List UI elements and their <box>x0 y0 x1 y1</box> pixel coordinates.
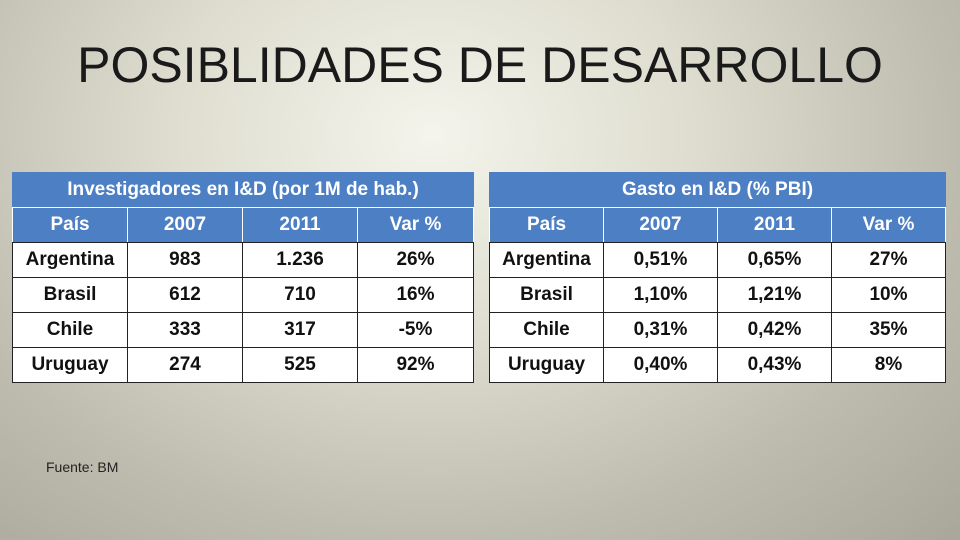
table-row: Chile 0,31% 0,42% 35% <box>489 312 947 348</box>
table-row: Uruguay 0,40% 0,43% 8% <box>489 347 947 383</box>
cell-2011: 1,21% <box>717 277 832 313</box>
column-header-country: País <box>12 207 128 243</box>
table-header-row: País 2007 2011 Var % <box>489 207 947 243</box>
cell-2011: 0,42% <box>717 312 832 348</box>
table-caption-row: Gasto en I&D (% PBI) <box>488 172 947 208</box>
cell-2011: 317 <box>242 312 358 348</box>
column-header-2007: 2007 <box>127 207 243 243</box>
column-header-2011: 2011 <box>242 207 358 243</box>
cell-2011: 1.236 <box>242 242 358 278</box>
cell-var: 27% <box>830 242 947 278</box>
table-row: Chile 333 317 -5% <box>12 312 474 348</box>
cell-2007: 1,10% <box>603 277 718 313</box>
cell-var: 92% <box>357 347 474 383</box>
cell-country: Argentina <box>489 242 604 278</box>
cell-country: Chile <box>489 312 604 348</box>
table-row: Uruguay 274 525 92% <box>12 347 474 383</box>
cell-country: Brasil <box>489 277 604 313</box>
column-header-2011: 2011 <box>717 207 832 243</box>
table-row: Argentina 0,51% 0,65% 27% <box>489 242 947 278</box>
cell-var: 35% <box>830 312 947 348</box>
cell-country: Uruguay <box>489 347 604 383</box>
cell-2007: 612 <box>127 277 243 313</box>
cell-var: -5% <box>357 312 474 348</box>
cell-2007: 983 <box>127 242 243 278</box>
cell-2007: 0,51% <box>603 242 718 278</box>
researchers-table-caption: Investigadores en I&D (por 1M de hab.) <box>12 172 474 208</box>
table-row: Brasil 612 710 16% <box>12 277 474 313</box>
cell-2007: 0,40% <box>603 347 718 383</box>
cell-country: Brasil <box>12 277 128 313</box>
table-caption-row: Investigadores en I&D (por 1M de hab.) <box>12 172 474 208</box>
cell-var: 8% <box>830 347 947 383</box>
table-header-row: País 2007 2011 Var % <box>12 207 474 243</box>
cell-2007: 0,31% <box>603 312 718 348</box>
researchers-table: Investigadores en I&D (por 1M de hab.) P… <box>12 172 474 383</box>
column-header-country: País <box>489 207 604 243</box>
slide-title: POSIBLIDADES DE DESARROLLO <box>77 37 883 93</box>
cell-country: Argentina <box>12 242 128 278</box>
table-row: Argentina 983 1.236 26% <box>12 242 474 278</box>
cell-country: Uruguay <box>12 347 128 383</box>
column-header-2007: 2007 <box>603 207 718 243</box>
source-note: Fuente: BM <box>46 459 119 475</box>
column-header-var: Var % <box>357 207 474 243</box>
cell-2011: 0,43% <box>717 347 832 383</box>
cell-var: 26% <box>357 242 474 278</box>
cell-country: Chile <box>12 312 128 348</box>
cell-2011: 0,65% <box>717 242 832 278</box>
spending-table-caption: Gasto en I&D (% PBI) <box>488 172 947 208</box>
table-row: Brasil 1,10% 1,21% 10% <box>489 277 947 313</box>
cell-2007: 333 <box>127 312 243 348</box>
cell-var: 16% <box>357 277 474 313</box>
column-header-var: Var % <box>830 207 947 243</box>
cell-var: 10% <box>830 277 947 313</box>
cell-2011: 525 <box>242 347 358 383</box>
cell-2011: 710 <box>242 277 358 313</box>
cell-2007: 274 <box>127 347 243 383</box>
spending-table: Gasto en I&D (% PBI) País 2007 2011 Var … <box>488 172 947 383</box>
